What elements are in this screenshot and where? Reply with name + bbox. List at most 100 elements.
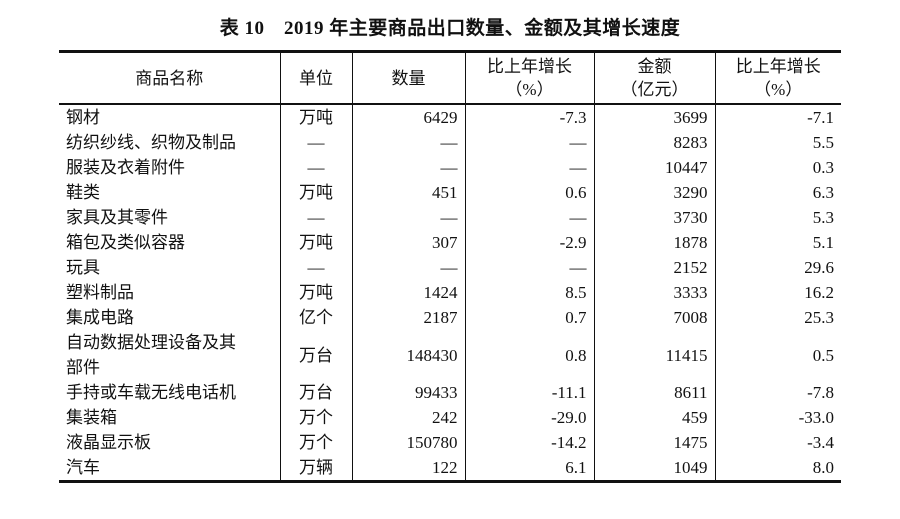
cell-unit: — — [279, 255, 352, 280]
cell-quantity: 2187 — [351, 305, 465, 330]
table-row: 自动数据处理设备及其 部件 万台 148430 0.8 11415 0.5 — [59, 330, 841, 380]
cell-quantity-growth: 0.7 — [464, 305, 594, 330]
cell-commodity-name: 汽车 — [66, 458, 100, 477]
cell-value: 1475 — [593, 430, 715, 455]
cell-quantity-growth: 0.6 — [464, 180, 594, 205]
column-header-commodity-name: 商品名称 — [59, 51, 280, 105]
cell-commodity-name: 鞋类 — [66, 183, 100, 202]
cell-value-growth: 16.2 — [714, 280, 841, 305]
cell-value: 7008 — [593, 305, 715, 330]
cell-quantity: 148430 — [351, 330, 465, 380]
cell-value: 10447 — [593, 155, 715, 180]
table-row: 服装及衣着附件 — — — 10447 0.3 — [59, 155, 841, 180]
cell-unit: — — [279, 130, 352, 155]
cell-unit: 万吨 — [279, 104, 352, 130]
cell-quantity-growth: -2.9 — [464, 230, 594, 255]
cell-quantity-growth: -14.2 — [464, 430, 594, 455]
table-row: 手持或车载无线电话机 万台 99433 -11.1 8611 -7.8 — [59, 380, 841, 405]
cell-value: 459 — [593, 405, 715, 430]
cell-unit: 万吨 — [279, 180, 352, 205]
cell-quantity: 150780 — [351, 430, 465, 455]
cell-quantity-growth: — — [464, 130, 594, 155]
table-row: 家具及其零件 — — — 3730 5.3 — [59, 205, 841, 230]
cell-quantity-growth: — — [464, 155, 594, 180]
cell-unit: 万台 — [279, 330, 352, 380]
table-row: 玩具 — — — 2152 29.6 — [59, 255, 841, 280]
cell-unit: 万个 — [279, 405, 352, 430]
cell-quantity: 451 — [351, 180, 465, 205]
cell-commodity-name: 服装及衣着附件 — [66, 158, 185, 177]
cell-commodity-name: 手持或车载无线电话机 — [66, 383, 236, 402]
cell-value: 8611 — [593, 380, 715, 405]
table-row: 塑料制品 万吨 1424 8.5 3333 16.2 — [59, 280, 841, 305]
cell-quantity: 1424 — [351, 280, 465, 305]
cell-quantity: 6429 — [351, 104, 465, 130]
cell-unit: 万吨 — [279, 280, 352, 305]
cell-unit: 亿个 — [279, 305, 352, 330]
cell-value-growth: 29.6 — [714, 255, 841, 280]
cell-value-growth: -3.4 — [714, 430, 841, 455]
cell-quantity: 122 — [351, 455, 465, 482]
cell-value: 1878 — [593, 230, 715, 255]
table-title: 表 10 2019 年主要商品出口数量、金额及其增长速度 — [219, 18, 681, 39]
cell-unit: 万台 — [279, 380, 352, 405]
cell-commodity-name: 纺织纱线、织物及制品 — [66, 133, 236, 152]
cell-commodity-name: 集装箱 — [66, 408, 117, 427]
cell-quantity-growth: -29.0 — [464, 405, 594, 430]
cell-value-growth: -7.1 — [714, 104, 841, 130]
cell-quantity-growth: — — [464, 205, 594, 230]
cell-commodity-name: 玩具 — [66, 258, 100, 277]
table-row: 液晶显示板 万个 150780 -14.2 1475 -3.4 — [59, 430, 841, 455]
cell-value: 2152 — [593, 255, 715, 280]
cell-unit: 万吨 — [279, 230, 352, 255]
table-row: 箱包及类似容器 万吨 307 -2.9 1878 5.1 — [59, 230, 841, 255]
cell-commodity-name: 集成电路 — [66, 308, 134, 327]
column-header-value: 金额 （亿元） — [593, 51, 715, 105]
cell-quantity: 307 — [351, 230, 465, 255]
column-header-quantity: 数量 — [351, 51, 465, 105]
table-row: 集装箱 万个 242 -29.0 459 -33.0 — [59, 405, 841, 430]
table-header: 商品名称 单位 数量 比上年增长 （%） 金额 （亿元） 比上年增长 （%） — [59, 51, 841, 105]
cell-value-growth: 6.3 — [714, 180, 841, 205]
cell-commodity-name: 箱包及类似容器 — [66, 233, 185, 252]
cell-quantity: — — [351, 205, 465, 230]
cell-commodity-name: 自动数据处理设备及其 部件 — [66, 333, 236, 377]
cell-quantity-growth: 0.8 — [464, 330, 594, 380]
cell-value: 3699 — [593, 104, 715, 130]
cell-value: 3290 — [593, 180, 715, 205]
cell-commodity-name: 钢材 — [66, 108, 100, 127]
cell-unit: 万辆 — [279, 455, 352, 482]
cell-quantity-growth: 8.5 — [464, 280, 594, 305]
cell-quantity: — — [351, 155, 465, 180]
export-commodities-table: 商品名称 单位 数量 比上年增长 （%） 金额 （亿元） 比上年增长 （%） 钢… — [59, 50, 841, 483]
cell-value-growth: 0.3 — [714, 155, 841, 180]
column-header-quantity-growth: 比上年增长 （%） — [464, 51, 594, 105]
cell-unit: — — [279, 205, 352, 230]
cell-value: 3730 — [593, 205, 715, 230]
cell-value-growth: 25.3 — [714, 305, 841, 330]
cell-quantity-growth: 6.1 — [464, 455, 594, 482]
column-header-unit: 单位 — [279, 51, 352, 105]
cell-value-growth: 5.3 — [714, 205, 841, 230]
cell-value: 8283 — [593, 130, 715, 155]
cell-quantity: 99433 — [351, 380, 465, 405]
cell-value-growth: 0.5 — [714, 330, 841, 380]
cell-value-growth: -7.8 — [714, 380, 841, 405]
cell-quantity: — — [351, 255, 465, 280]
cell-commodity-name: 液晶显示板 — [66, 433, 151, 452]
table-row: 鞋类 万吨 451 0.6 3290 6.3 — [59, 180, 841, 205]
header-row: 商品名称 单位 数量 比上年增长 （%） 金额 （亿元） 比上年增长 （%） — [59, 51, 841, 105]
cell-value-growth: 5.1 — [714, 230, 841, 255]
cell-value: 3333 — [593, 280, 715, 305]
cell-value-growth: -33.0 — [714, 405, 841, 430]
column-header-value-growth: 比上年增长 （%） — [714, 51, 841, 105]
cell-quantity-growth: — — [464, 255, 594, 280]
cell-quantity-growth: -7.3 — [464, 104, 594, 130]
cell-value-growth: 8.0 — [714, 455, 841, 482]
cell-unit: 万个 — [279, 430, 352, 455]
table-body: 钢材 万吨 6429 -7.3 3699 -7.1 纺织纱线、织物及制品 — —… — [59, 104, 841, 482]
table-row: 纺织纱线、织物及制品 — — — 8283 5.5 — [59, 130, 841, 155]
cell-value: 1049 — [593, 455, 715, 482]
table-row: 汽车 万辆 122 6.1 1049 8.0 — [59, 455, 841, 482]
